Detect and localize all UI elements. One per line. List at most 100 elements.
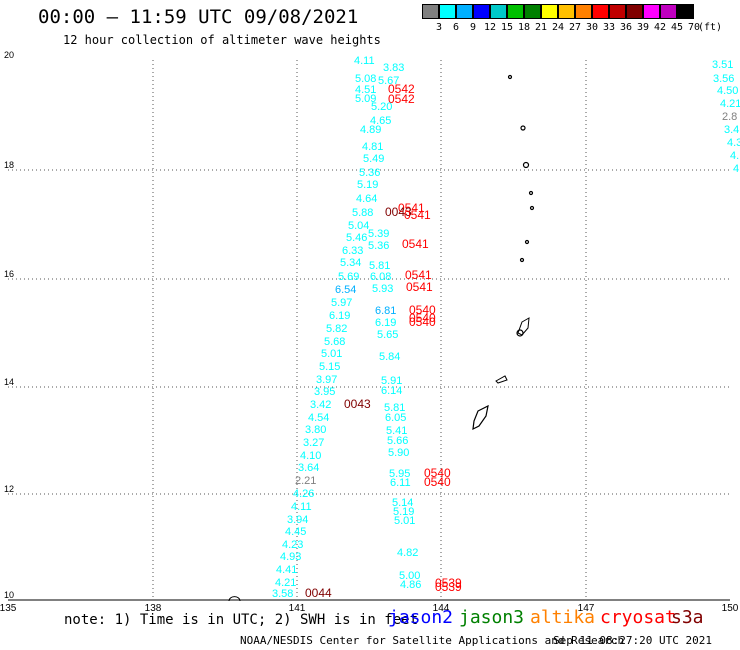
wave-height-label: 5.19: [357, 179, 378, 191]
wave-height-label: 4.11: [354, 55, 375, 67]
scale-swatch: [609, 4, 626, 19]
scale-label: 15: [500, 22, 514, 33]
x-tick-label: 144: [433, 603, 450, 614]
wave-height-label: 5.49: [363, 153, 384, 165]
y-tick-label: 14: [4, 377, 14, 387]
island-outline: [524, 239, 530, 245]
pass-time-label: 0539: [435, 576, 462, 590]
scale-swatch: [422, 4, 439, 19]
wave-height-label: 4.26: [293, 488, 314, 500]
satellite-legend-jason3: jason3: [459, 607, 525, 628]
wave-height-label: 3.51: [712, 59, 733, 71]
wave-height-label: 6.19: [375, 317, 396, 329]
wave-height-label: 5.15: [319, 361, 340, 373]
scale-label: 30: [585, 22, 599, 33]
pass-time-label: 0540: [409, 315, 436, 329]
wave-height-label: 3.64: [298, 462, 319, 474]
pass-time-label: 0540: [424, 466, 451, 480]
wave-height-label: 5.93: [372, 283, 393, 295]
wave-height-label: 5.90: [388, 447, 409, 459]
wave-height-label: 5.68: [324, 336, 345, 348]
wave-height-labels: 4.11 3.83 5.08 5.674.515.095.20 4.654.89 4.81…: [272, 55, 740, 600]
scale-label: 70: [687, 22, 701, 33]
island-outline: [517, 317, 530, 336]
scale-swatch: [541, 4, 558, 19]
wave-height-label: 5.01: [394, 515, 415, 527]
pass-time-label: 0540: [424, 475, 451, 489]
wave-height-label: 4.81: [362, 141, 383, 153]
wave-height-label: 5.97: [331, 297, 352, 309]
wave-height-label: 4.11: [291, 501, 312, 513]
scale-swatch: [524, 4, 541, 19]
wave-height-label: 4.21: [720, 98, 740, 110]
island-outline: [516, 329, 524, 337]
wave-height-label: 5.46: [346, 232, 367, 244]
satellite-legend-cryosat: cryosat: [600, 607, 676, 628]
scale-label: 45: [670, 22, 684, 33]
x-tick-label: 150: [722, 603, 739, 614]
wave-height-label: 5.34: [340, 257, 361, 269]
wave-height-label: 6.33: [342, 245, 363, 257]
island-outline: [520, 125, 526, 131]
wave-height-label: 5.84: [379, 351, 400, 363]
wave-height-label: 4.93: [280, 551, 301, 563]
scale-swatch: [575, 4, 592, 19]
satellite-legend-altika: altika: [530, 607, 596, 628]
pass-time-label: 0540: [409, 303, 436, 317]
wave-height-label: 5.09: [355, 93, 376, 105]
island-outline: [528, 190, 534, 196]
island-outline: [507, 74, 513, 80]
scale-swatch: [490, 4, 507, 19]
scale-label: 18: [517, 22, 531, 33]
pass-time-label: 0541: [406, 280, 433, 294]
scale-swatch: [677, 4, 694, 19]
wave-height-label: 4.54: [308, 412, 329, 424]
wave-height-label: 5.08: [355, 73, 376, 85]
wave-height-label: 5.91: [381, 375, 402, 387]
page-title: 00:00 — 11:59 UTC 09/08/2021: [38, 6, 359, 28]
wave-height-label: 4.21: [275, 577, 296, 589]
scale-label: 21: [534, 22, 548, 33]
scale-swatch: [626, 4, 643, 19]
wave-height-label: 5.36: [359, 167, 380, 179]
credit-line: NOAA/NESDIS Center for Satellite Applica…: [240, 634, 625, 647]
scale-swatch: [473, 4, 490, 19]
pass-time-label: 0541: [402, 237, 429, 251]
guam-outline: [472, 404, 489, 431]
scale-label: 3: [435, 22, 443, 33]
wave-height-label: 4.51: [355, 84, 376, 96]
scale-unit: (ft): [697, 22, 723, 33]
wave-height-label: 5.81: [384, 402, 405, 414]
wave-height-label: 4.89: [360, 124, 381, 136]
island-outline: [522, 161, 530, 169]
axis-tick-labels: 135 138 141 144 147 150 10 12 14 16 18 20: [0, 50, 739, 614]
scale-label: 39: [636, 22, 650, 33]
wave-height-label: 3.27: [303, 437, 324, 449]
wave-height-label: 2.21: [295, 475, 316, 487]
scale-swatch: [507, 4, 524, 19]
wave-height-label: 5.04: [348, 220, 369, 232]
wave-height-label: 5.36: [368, 240, 389, 252]
pass-time-label: 0044: [305, 586, 332, 600]
pass-time-label: 0043: [344, 397, 371, 411]
pass-time-label: 0540: [409, 311, 436, 325]
x-tick-label: 138: [145, 603, 162, 614]
wave-height-label: 3.83: [383, 62, 404, 74]
wave-height-label: 5.41: [386, 425, 407, 437]
wave-height-label: 6.11: [390, 477, 411, 489]
x-tick-label: 141: [289, 603, 306, 614]
y-tick-label: 16: [4, 269, 14, 279]
wave-height-label: 4.41: [276, 564, 297, 576]
island-outline: [495, 375, 508, 384]
wave-height-label: 3.58: [272, 588, 293, 600]
wave-height-label: 5.20: [371, 101, 392, 113]
wave-height-label: 2.8: [722, 111, 737, 123]
generated-timestamp: Sep 11 08:27:20 UTC 2021: [553, 634, 712, 647]
island-outline: [228, 596, 241, 602]
scale-label: 24: [551, 22, 565, 33]
y-tick-label: 20: [4, 50, 14, 60]
wave-height-label: 5.66: [387, 435, 408, 447]
y-tick-label: 18: [4, 160, 14, 170]
wave-height-label: 6.08: [370, 271, 391, 283]
scale-label: 9: [469, 22, 477, 33]
